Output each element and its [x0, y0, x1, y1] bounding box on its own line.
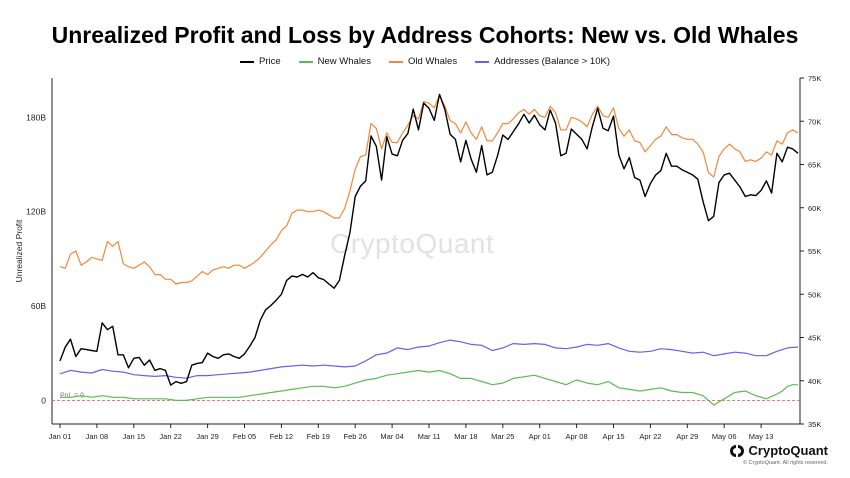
brand-name: CryptoQuant [748, 443, 828, 458]
x-tick-label: Feb 12 [270, 432, 293, 441]
brand: CryptoQuant [729, 443, 828, 458]
pnl-zero-annotation: PnL = 0 [60, 392, 84, 399]
x-tick-label: Mar 04 [380, 432, 403, 441]
y-right-tick-label: 75K [808, 74, 821, 83]
chart-title: Unrealized Profit and Loss by Address Co… [51, 22, 799, 48]
copyright: © CryptoQuant. All rights reserved. [742, 460, 828, 466]
series-line-old-whales [59, 94, 799, 285]
legend-swatch-old-whales [388, 60, 403, 63]
y-right-tick-label: 45K [808, 334, 821, 343]
series-line-price [59, 93, 799, 386]
y-left-tick-label: 120B [26, 207, 46, 217]
series-line-addresses-balance-10k [59, 339, 799, 379]
legend: Price New Whales Old Whales Addresses (B… [0, 56, 850, 67]
legend-item-old-whales[interactable]: Old Whales [388, 56, 458, 67]
y-axis-label: Unrealized Profit [14, 219, 24, 282]
y-right-tick-label: 40K [808, 377, 821, 386]
x-tick-label: Apr 01 [529, 432, 551, 441]
y-right-tick-label: 50K [808, 290, 821, 299]
x-tick-label: Jan 15 [123, 432, 146, 441]
x-tick-label: Apr 29 [676, 432, 698, 441]
x-tick-label: Jan 29 [196, 432, 219, 441]
x-tick-label: Feb 05 [233, 432, 256, 441]
series-line-new-whales [60, 369, 798, 406]
legend-label-old-whales: Old Whales [407, 56, 458, 67]
y-left-tick-label: 0 [41, 395, 46, 405]
y-right-tick-label: 65K [808, 161, 821, 170]
watermark: CryptoQuant [330, 228, 495, 259]
x-tick-label: Jan 01 [49, 432, 72, 441]
x-tick-label: Mar 25 [491, 432, 514, 441]
x-tick-label: Mar 11 [418, 432, 441, 441]
y-left-tick-label: 180B [26, 112, 46, 122]
legend-swatch-new-whales [298, 60, 313, 63]
x-tick-label: Feb 26 [344, 432, 367, 441]
y-right-tick-label: 35K [808, 420, 821, 429]
x-tick-label: Feb 19 [307, 432, 330, 441]
legend-swatch-addresses [475, 60, 490, 63]
x-tick-label: May 13 [749, 432, 774, 441]
legend-swatch-price [239, 60, 254, 63]
y-right-tick-label: 55K [808, 247, 821, 256]
x-tick-label: May 06 [712, 432, 737, 441]
y-right-tick-label: 70K [808, 117, 821, 126]
legend-item-new-whales[interactable]: New Whales [298, 56, 371, 67]
x-tick-label: Jan 08 [86, 432, 109, 441]
x-tick-label: Apr 15 [602, 432, 624, 441]
cryptoquant-logo-icon [729, 444, 744, 457]
legend-label-new-whales: New Whales [317, 56, 371, 67]
x-tick-label: Jan 22 [159, 432, 182, 441]
x-tick-label: Apr 22 [639, 432, 661, 441]
x-tick-label: Mar 18 [454, 432, 477, 441]
legend-item-addresses[interactable]: Addresses (Balance > 10K) [475, 56, 610, 67]
x-tick-label: Apr 08 [566, 432, 588, 441]
legend-label-price: Price [258, 56, 281, 67]
legend-item-price[interactable]: Price [239, 56, 281, 67]
y-right-tick-label: 60K [808, 204, 821, 213]
legend-label-addresses: Addresses (Balance > 10K) [494, 56, 610, 67]
y-left-tick-label: 60B [31, 301, 46, 311]
